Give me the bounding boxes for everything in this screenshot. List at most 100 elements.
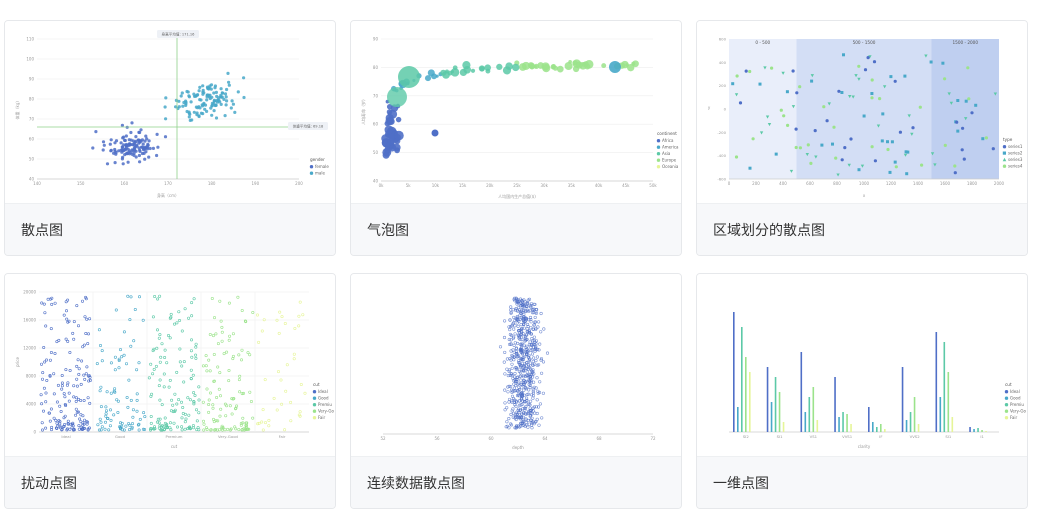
data-point	[157, 336, 161, 340]
card-title[interactable]: 气泡图	[351, 203, 681, 255]
card-thumbnail[interactable]: 20000 16000 12000 8000 4000 0 Ideal Good Premium…	[5, 274, 335, 456]
card-thumbnail[interactable]: SI2 SI1 VS1 VVS1 IF VVS2 SI1 I1 clarity cut Ideal G…	[697, 274, 1027, 456]
data-point	[525, 337, 529, 341]
data-point	[189, 349, 193, 353]
data-point	[151, 146, 155, 150]
data-point	[507, 426, 511, 430]
data-point	[903, 74, 907, 78]
data-point	[748, 166, 752, 170]
data-point	[244, 425, 248, 429]
card-thumbnail[interactable]: 90 80 70 60 50 40 0k 5k 10k 15k 20k 25k 30k 35k 40k 45k…	[351, 21, 681, 203]
legend-marker	[1002, 151, 1006, 155]
data-point	[52, 416, 56, 420]
data-point	[139, 145, 144, 149]
data-point	[517, 334, 521, 338]
data-point	[532, 323, 536, 327]
data-point	[231, 102, 235, 106]
bubble	[387, 87, 407, 107]
data-point	[220, 95, 224, 99]
card-continuous-scatter[interactable]: 52 56 60 64 68 72 depth 连续数据散点图	[350, 273, 682, 509]
dot-stripe	[969, 427, 971, 432]
data-point	[209, 391, 213, 395]
y-tick-label: 40	[29, 177, 35, 182]
data-point	[517, 369, 521, 374]
data-point	[139, 139, 143, 143]
data-point	[243, 319, 247, 323]
data-point	[109, 149, 113, 153]
data-point	[219, 319, 223, 323]
x-tick-label: 20k	[486, 183, 494, 188]
bubble	[533, 63, 539, 69]
data-point	[524, 309, 528, 313]
card-title[interactable]: 一维点图	[697, 456, 1027, 508]
card-1d-dot[interactable]: SI2 SI1 VS1 VVS1 IF VVS2 SI1 I1 clarity cut Ideal G…	[696, 273, 1028, 509]
data-point	[870, 78, 874, 82]
card-jitter[interactable]: 20000 16000 12000 8000 4000 0 Ideal Good Premium…	[4, 273, 336, 509]
data-point	[77, 427, 81, 431]
data-point	[198, 106, 202, 110]
data-point	[223, 428, 227, 432]
card-bubble[interactable]: 90 80 70 60 50 40 0k 5k 10k 15k 20k 25k 30k 35k 40k 45k…	[350, 20, 682, 256]
data-point	[520, 391, 524, 395]
data-point	[503, 401, 507, 405]
data-point	[122, 428, 126, 432]
data-point	[120, 123, 124, 127]
data-point	[222, 352, 226, 356]
data-point	[890, 140, 894, 144]
data-point	[221, 91, 225, 95]
dot-stripe	[850, 424, 852, 432]
legend-marker	[312, 416, 317, 420]
data-point	[82, 427, 86, 431]
card-region-scatter[interactable]: 0 - 500 500 - 1500 1500 - 2000 600 400 200 0 -2…	[696, 20, 1028, 256]
data-point	[508, 318, 512, 322]
data-point	[758, 82, 762, 86]
data-point	[168, 378, 172, 382]
bubble	[387, 117, 395, 126]
data-point	[55, 421, 59, 425]
data-point	[130, 425, 134, 429]
card-title[interactable]: 散点图	[5, 203, 335, 255]
x-tick-label: 68	[596, 436, 602, 441]
data-point	[524, 417, 528, 421]
data-point	[60, 387, 64, 391]
data-point	[953, 164, 957, 168]
card-title[interactable]: 区域划分的散点图	[697, 203, 1027, 255]
data-point	[214, 332, 218, 336]
data-point	[502, 360, 506, 364]
data-point	[507, 417, 511, 421]
data-point	[83, 315, 87, 319]
card-title[interactable]: 扰动点图	[5, 456, 335, 508]
card-thumbnail[interactable]: 0 - 500 500 - 1500 1500 - 2000 600 400 200 0 -2…	[697, 21, 1027, 203]
dot-stripe	[935, 332, 938, 432]
data-point	[227, 379, 231, 383]
data-point	[74, 413, 78, 417]
data-point	[540, 416, 544, 420]
data-point	[503, 408, 507, 412]
data-point	[86, 427, 90, 431]
card-thumbnail[interactable]: 110 100 90 80 70 60 50 40 140 150 160 170 180 190 200 身…	[5, 21, 335, 203]
data-point	[176, 425, 180, 429]
data-point	[519, 408, 523, 412]
data-point	[847, 163, 851, 167]
data-point	[527, 409, 531, 413]
x-tick-label: 60	[488, 436, 494, 441]
data-point	[947, 92, 951, 96]
bubble	[386, 109, 393, 115]
data-point	[530, 393, 534, 397]
data-point	[47, 411, 51, 415]
data-point	[158, 294, 162, 298]
data-point	[135, 392, 139, 396]
data-point	[165, 361, 169, 365]
data-point	[212, 109, 216, 113]
card-thumbnail[interactable]: 52 56 60 64 68 72 depth	[351, 274, 681, 456]
card-scatter[interactable]: 110 100 90 80 70 60 50 40 140 150 160 170 180 190 200 身…	[4, 20, 336, 256]
data-point	[72, 427, 76, 431]
y-tick-label: 70	[373, 93, 379, 98]
data-point	[39, 393, 43, 397]
data-point	[58, 426, 62, 430]
data-point	[520, 386, 524, 390]
data-point	[503, 388, 507, 392]
card-title[interactable]: 连续数据散点图	[351, 456, 681, 508]
data-point	[857, 77, 861, 81]
